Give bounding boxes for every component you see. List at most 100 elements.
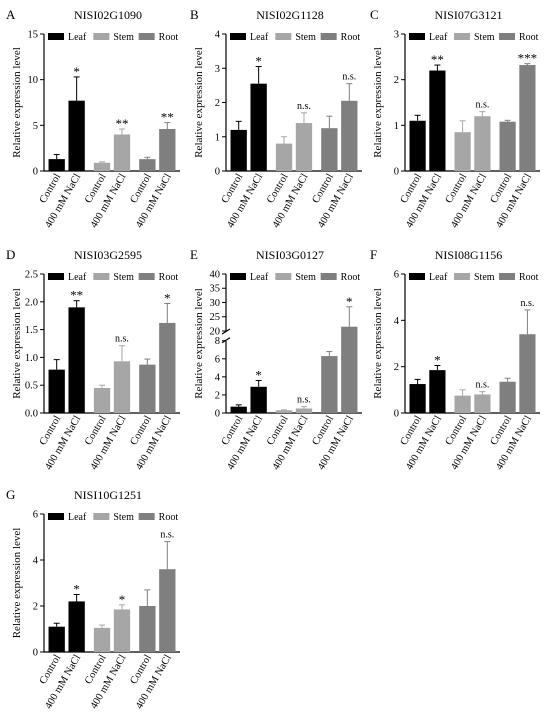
y-tick-label: 0 — [33, 167, 38, 178]
bar-root-nacl — [159, 322, 176, 413]
legend-swatch-stem — [93, 513, 110, 520]
y-tick-label: 2 — [394, 362, 399, 373]
legend-label-leaf: Leaf — [250, 32, 269, 43]
y-tick-label: 6 — [394, 270, 399, 281]
y-tick-label: 40 — [210, 270, 221, 281]
y-tick-label: 2.0 — [25, 297, 38, 308]
legend-label-root: Root — [519, 32, 539, 43]
panel-letter: D — [6, 247, 15, 262]
legend-swatch-stem — [93, 273, 110, 280]
y-tick-label: 30 — [210, 298, 221, 309]
bar-leaf-nacl — [250, 386, 267, 413]
legend-label-leaf: Leaf — [429, 32, 448, 43]
y-axis-label: Relative expression level — [11, 288, 23, 399]
legend-label-stem: Stem — [295, 32, 316, 43]
legend-label-leaf: Leaf — [429, 272, 448, 283]
legend-swatch-stem — [454, 33, 470, 40]
bar-stem-control — [454, 395, 471, 413]
bar-stem-nacl — [295, 123, 313, 171]
bar-stem-nacl — [295, 408, 313, 413]
panel-b: B NISI02G1128 Relative expression level 0 1 2… — [190, 7, 362, 230]
legend-swatch-root — [499, 273, 515, 280]
y-tick-label: 4 — [215, 30, 221, 41]
bar-stem-nacl — [474, 394, 491, 413]
bar-leaf-nacl — [68, 307, 85, 413]
panel-title: NISI08G1156 — [435, 248, 503, 262]
bar-root-control — [139, 364, 156, 413]
panel-title: NISI02G1128 — [256, 8, 324, 22]
legend-swatch-leaf — [48, 273, 64, 280]
bar-leaf-control — [230, 406, 247, 413]
bar-stem-control — [93, 387, 111, 413]
bar-root-control — [139, 606, 156, 652]
significance-label: n.s. — [297, 101, 311, 112]
panel-letter: B — [190, 7, 199, 22]
bar-leaf-control — [409, 384, 426, 413]
panel-c: C NISI07G3121 Relative expression level 0 1 2… — [370, 7, 540, 230]
legend-swatch-root — [320, 273, 337, 280]
bar-leaf-control — [409, 120, 426, 171]
y-tick-label: 1.0 — [25, 353, 38, 364]
bar-stem-nacl — [474, 116, 491, 171]
bar-root-control — [321, 128, 338, 171]
legend-label-stem: Stem — [474, 32, 495, 43]
legend-label-leaf: Leaf — [68, 272, 87, 283]
y-tick-label: 8 — [215, 336, 220, 347]
legend-swatch-leaf — [48, 513, 64, 520]
y-tick-label: 5 — [33, 121, 38, 132]
significance-label: * — [255, 367, 262, 382]
y-axis-label: Relative expression level — [372, 288, 384, 399]
bar-leaf-nacl — [68, 601, 85, 652]
bar-root-control — [321, 356, 338, 413]
panel-e: E NISI03G0127 Relative expression level 0 2 4… — [190, 247, 362, 472]
significance-label: * — [119, 592, 126, 607]
y-tick-label: 0.5 — [25, 381, 38, 392]
bar-leaf-control — [48, 369, 65, 413]
legend-swatch-leaf — [409, 273, 425, 280]
legend-label-stem: Stem — [113, 512, 134, 523]
legend-swatch-leaf — [48, 33, 64, 40]
legend-label-root: Root — [341, 272, 361, 283]
y-tick-label: 2 — [33, 602, 38, 613]
bar-stem-control — [93, 627, 111, 652]
bar-leaf-control — [230, 129, 247, 171]
significance-label: ** — [161, 110, 174, 125]
significance-label: ** — [115, 116, 128, 131]
panel-title: NISI03G0127 — [256, 248, 324, 262]
bar-root-nacl — [159, 128, 176, 171]
significance-label: ** — [70, 288, 83, 303]
significance-label: n.s. — [342, 72, 356, 83]
legend-swatch-root — [499, 33, 515, 40]
legend-label-leaf: Leaf — [68, 512, 87, 523]
significance-label: n.s. — [475, 100, 489, 111]
panel-letter: F — [370, 247, 377, 262]
bar-stem-nacl — [113, 134, 131, 171]
bar-root-control — [499, 121, 516, 171]
bar-root-nacl — [519, 334, 536, 413]
panel-g: G NISI10G1251 Relative expression level 0 2 4… — [6, 487, 180, 711]
y-tick-label: 6 — [33, 510, 38, 521]
bar-leaf-nacl — [429, 70, 446, 171]
significance-label: * — [434, 353, 441, 368]
bar-root-control — [499, 381, 516, 413]
y-tick-label: 2 — [215, 390, 220, 401]
significance-label: ** — [431, 52, 444, 67]
y-tick-label: 1 — [215, 132, 220, 143]
significance-label: * — [73, 64, 80, 79]
legend-swatch-root — [138, 33, 155, 40]
legend-swatch-leaf — [230, 273, 246, 280]
legend-label-root: Root — [341, 32, 361, 43]
bar-root-nacl — [519, 65, 536, 171]
y-tick-label: 3 — [394, 30, 399, 41]
significance-label: n.s. — [115, 334, 129, 345]
legend-label-leaf: Leaf — [68, 32, 87, 43]
bar-root-control — [139, 159, 156, 171]
y-tick-label: 0 — [215, 167, 220, 178]
significance-label: * — [346, 294, 353, 309]
bar-leaf-nacl — [68, 100, 85, 171]
y-tick-label: 35 — [210, 284, 221, 295]
legend-label-leaf: Leaf — [250, 272, 269, 283]
y-tick-label: 4 — [215, 372, 221, 383]
bar-stem-control — [275, 143, 293, 171]
